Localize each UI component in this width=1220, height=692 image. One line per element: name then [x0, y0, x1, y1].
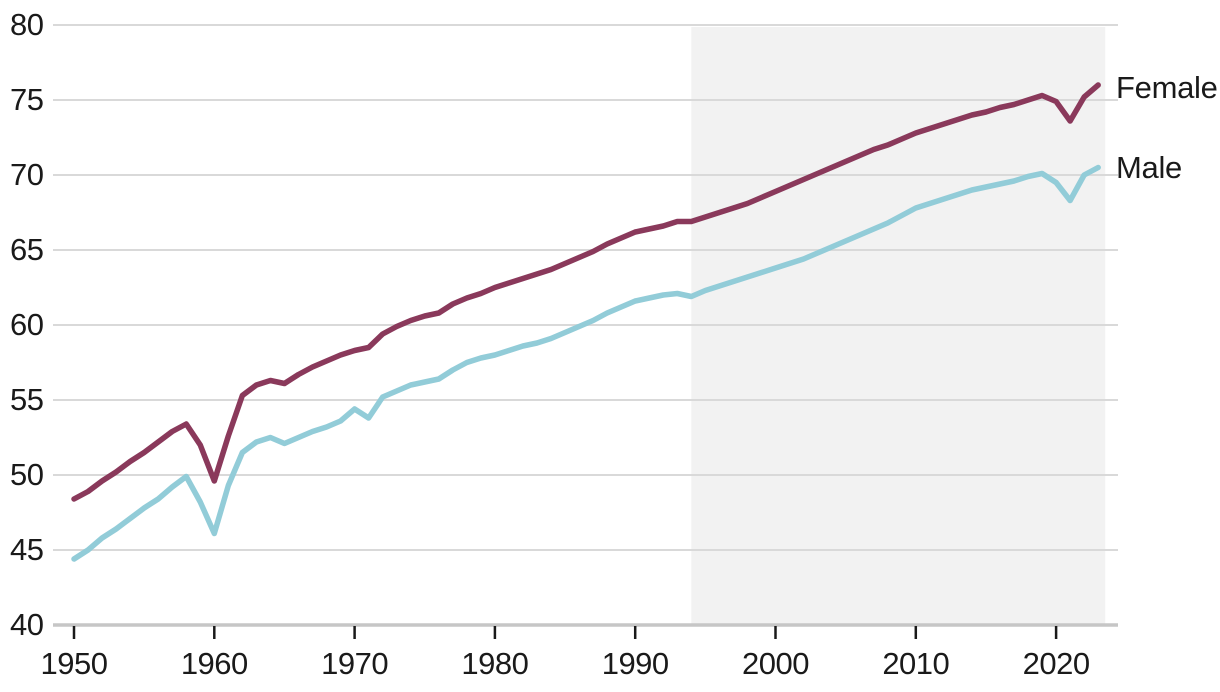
y-axis-tick-label: 80: [10, 7, 44, 42]
y-axis-tick-label: 75: [10, 82, 44, 117]
x-axis-tick-label: 2010: [882, 646, 950, 681]
male-line: [71, 164, 1101, 562]
y-axis-tick-label: 60: [10, 307, 44, 342]
female-line: [71, 82, 1101, 502]
y-axis-tick-label: 65: [10, 232, 44, 267]
x-axis-tick-label: 2020: [1022, 646, 1090, 681]
y-axis-tick-label: 55: [10, 382, 44, 417]
y-axis-tick-label: 50: [10, 457, 44, 492]
x-axis-tick-label: 1950: [40, 646, 108, 681]
x-axis-tick-label: 1960: [180, 646, 248, 681]
y-axis-tick-label: 45: [10, 532, 44, 567]
x-axis-tick-label: 1980: [461, 646, 529, 681]
x-axis-tick-label: 1970: [321, 646, 389, 681]
x-axis-tick-label: 2000: [742, 646, 809, 681]
series-label-female: Female: [1116, 70, 1218, 105]
series-label-male: Male: [1116, 150, 1182, 185]
y-axis-tick-label: 70: [10, 157, 44, 192]
x-axis-tick-label: 1990: [601, 646, 669, 681]
y-axis-tick-label: 40: [10, 607, 44, 642]
